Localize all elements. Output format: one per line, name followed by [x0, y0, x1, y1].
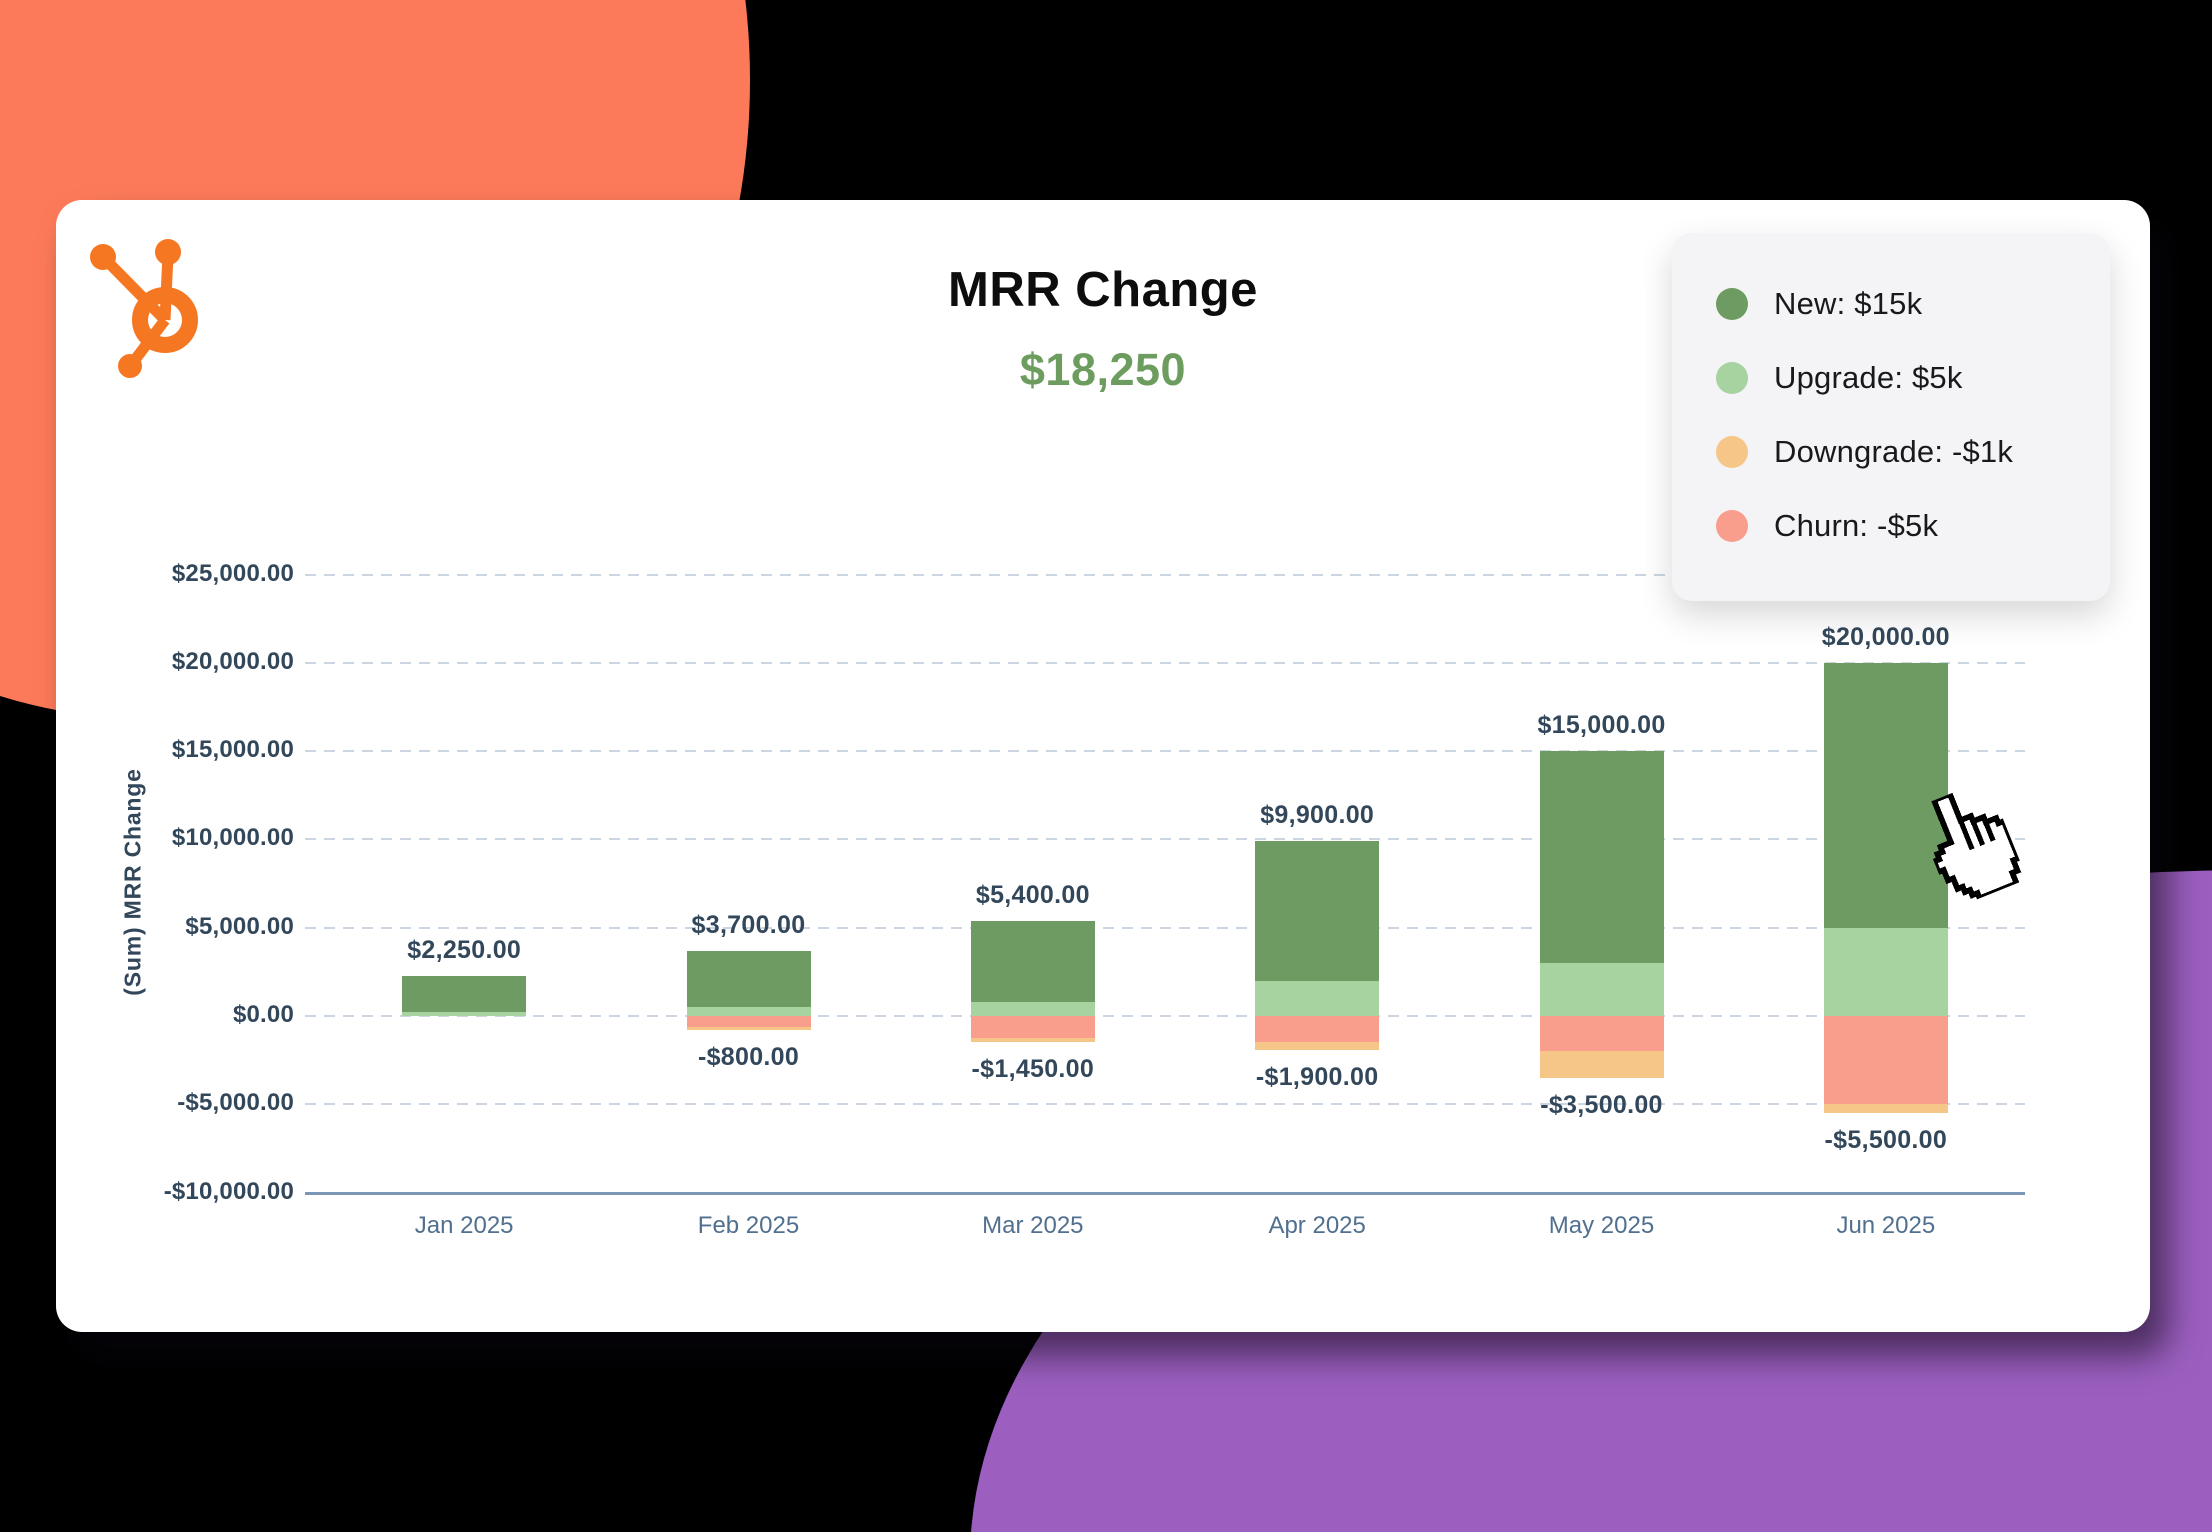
bar-segment-new[interactable]	[1255, 841, 1380, 981]
bar-segment-downgrade[interactable]	[1255, 1042, 1380, 1050]
legend-item-label: Downgrade: -$1k	[1774, 434, 2014, 469]
legend-item: New: $15k	[1716, 267, 2110, 341]
legend-swatch-icon	[1716, 436, 1748, 468]
bar-segment-new[interactable]	[402, 976, 527, 1012]
bar-segment-upgrade[interactable]	[1255, 980, 1380, 1016]
bar-segment-new[interactable]	[1823, 662, 1948, 928]
bar-segment-new[interactable]	[1539, 751, 1664, 963]
bar-segment-upgrade[interactable]	[1823, 927, 1948, 1016]
legend-item: Downgrade: -$1k	[1716, 415, 2110, 489]
hand-cursor-icon	[1930, 790, 2023, 903]
hubspot-logo-icon	[90, 239, 198, 378]
legend-item: Upgrade: $5k	[1716, 341, 2110, 415]
legend-item-label: Upgrade: $5k	[1774, 360, 1963, 395]
bar-segment-downgrade[interactable]	[1539, 1051, 1664, 1078]
bar-segment-churn[interactable]	[970, 1016, 1095, 1039]
bar-segment-churn[interactable]	[686, 1016, 811, 1027]
bar-segment-upgrade[interactable]	[402, 1011, 527, 1016]
bar-segment-downgrade[interactable]	[970, 1038, 1095, 1042]
legend-item-label: Churn: -$5k	[1774, 508, 1939, 543]
legend-swatch-icon	[1716, 510, 1748, 542]
bar-segment-churn[interactable]	[1539, 1016, 1664, 1052]
bar-segment-upgrade[interactable]	[686, 1007, 811, 1016]
bar-segment-new[interactable]	[686, 950, 811, 1008]
chart-title: MRR Change	[948, 263, 1258, 317]
bar-segment-downgrade[interactable]	[1823, 1104, 1948, 1114]
chart-legend-tooltip: New: $15k Upgrade: $5k Downgrade: -$1k Chur…	[1672, 233, 2110, 601]
bar-segment-downgrade[interactable]	[686, 1026, 811, 1031]
bar-segment-churn[interactable]	[1255, 1016, 1380, 1043]
legend-item: Churn: -$5k	[1716, 489, 2110, 563]
chart-total-value: $18,250	[1019, 344, 1187, 395]
bar-segment-upgrade[interactable]	[1539, 963, 1664, 1016]
legend-item-label: New: $15k	[1774, 286, 1923, 321]
bar-segment-churn[interactable]	[1823, 1016, 1948, 1105]
legend-swatch-icon	[1716, 288, 1748, 320]
legend-swatch-icon	[1716, 362, 1748, 394]
bar-segment-new[interactable]	[970, 920, 1095, 1002]
bar-segment-upgrade[interactable]	[970, 1001, 1095, 1016]
